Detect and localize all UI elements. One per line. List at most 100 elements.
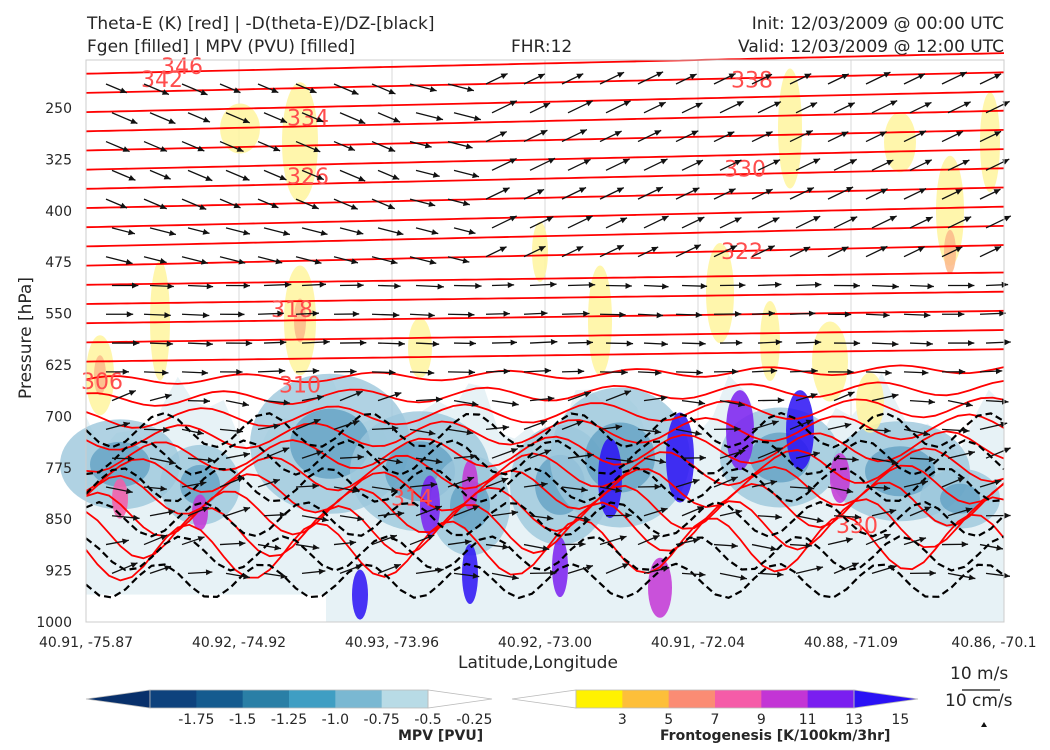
wind-arrow-head — [660, 395, 668, 402]
wind-arrow-head — [540, 130, 548, 136]
wind-arrow-head — [544, 449, 552, 456]
wind-arrow-head — [619, 535, 627, 542]
wind-arrow-head — [502, 187, 510, 194]
wind-arrow-head — [197, 429, 204, 436]
wind-arrow-head — [772, 217, 780, 223]
fgen-blob — [980, 92, 1000, 193]
wind-arrow-head — [277, 310, 284, 317]
wind-arrow-head — [892, 341, 899, 347]
wind-arrow-head — [777, 397, 785, 404]
wind-arrow-head — [316, 174, 324, 180]
wind-arrow-head — [472, 505, 480, 511]
wind-arrow-head — [917, 73, 925, 80]
mpv-segment — [196, 690, 244, 708]
fgen-blob — [588, 265, 612, 376]
wind-arrow-head — [284, 281, 292, 288]
wind-arrow-head — [352, 487, 359, 494]
mpv-tick-label: -1.0 — [322, 712, 349, 728]
wind-arrow-head — [581, 486, 588, 493]
wind-arrow-head — [652, 535, 660, 541]
wind-arrow-head — [816, 517, 824, 523]
wind-arrow-head — [621, 369, 628, 376]
y-tick-label: 475 — [45, 255, 72, 271]
x-tick-label: 40.88, -71.09 — [804, 635, 898, 651]
wind-arrow-head — [427, 369, 435, 376]
wind-arrow-head — [662, 283, 669, 290]
wind-arrow-head — [765, 189, 773, 195]
theta-e-line — [85, 513, 1005, 582]
theta-e-line — [85, 205, 1005, 229]
wind-arrow-head — [470, 453, 477, 460]
wind-arrow-head — [854, 514, 862, 520]
wind-arrow-head — [734, 217, 742, 223]
fgen-blob — [812, 321, 848, 402]
wind-arrow-head — [995, 368, 1003, 375]
wind-arrow-head — [658, 102, 666, 108]
wind-arrow-head — [696, 369, 703, 376]
wind-arrow-head — [236, 146, 244, 152]
wind-arrow-head — [879, 131, 887, 137]
wind-arrow-head — [619, 311, 626, 318]
wind-arrow-head — [388, 146, 396, 152]
wind-arrow-head — [968, 282, 975, 289]
wind-arrow-head — [957, 477, 965, 483]
wind-arrow-head — [168, 118, 176, 124]
wind-arrow-head — [357, 282, 364, 289]
wind-arrow-head — [119, 87, 127, 94]
mpv-colorbar-label: MPV [PVU] — [398, 728, 484, 744]
wind-arrow-head — [467, 476, 475, 483]
wind-arrow-head — [924, 506, 932, 513]
wind-arrow-head — [509, 100, 517, 107]
wind-arrow-head — [499, 246, 507, 253]
wind-arrow-head — [122, 146, 130, 152]
wind-arrow-head — [395, 458, 403, 465]
wind-arrow-head — [660, 507, 668, 514]
wind-arrow-head — [312, 483, 319, 490]
wind-arrow-head — [309, 87, 317, 93]
fgen-blob — [648, 557, 672, 618]
wind-arrow-head — [160, 534, 168, 541]
wind-arrow-head — [311, 203, 319, 209]
wind-arrow-head — [392, 174, 400, 180]
wind-arrow-head — [699, 454, 706, 461]
wind-arrow-head — [994, 479, 1002, 486]
wind-arrow-head — [919, 536, 926, 543]
wind-arrow-head — [236, 369, 243, 375]
dtheta-dz-contours — [85, 411, 1005, 600]
wind-arrow-head — [202, 312, 210, 319]
wind-arrow-head — [278, 368, 286, 374]
theta-e-line — [85, 413, 1005, 451]
wind-arrow-head — [775, 281, 782, 288]
wind-arrow-head — [846, 187, 854, 193]
wind-arrow-head — [350, 204, 358, 210]
wind-arrow-head — [853, 282, 860, 289]
wind-arrow-head — [320, 230, 328, 236]
wind-arrow-head — [921, 479, 928, 486]
wind-arrow-head — [464, 539, 472, 546]
wind-arrow-head — [804, 73, 812, 80]
wind-arrow-head — [844, 311, 852, 318]
fgen-segment — [807, 690, 855, 708]
wind-arrow-head — [312, 310, 319, 317]
wind-arrow-head — [128, 175, 136, 181]
wind-arrow-head — [199, 480, 207, 487]
wind-arrow-head — [924, 159, 932, 166]
wind-arrow-head — [654, 483, 661, 490]
wind-arrow-head — [355, 391, 363, 397]
wind-arrow-head — [164, 312, 171, 319]
theta-e-line — [85, 167, 1005, 190]
mpv-segment — [381, 690, 429, 708]
wind-arrow-head — [849, 159, 857, 165]
wind-arrow-head — [543, 103, 551, 109]
wind-arrow-head — [501, 477, 509, 484]
wind-arrow-head — [430, 481, 438, 488]
wind-arrow-head — [466, 429, 474, 436]
plot-border — [85, 59, 1005, 623]
wind-arrow-head — [392, 312, 400, 318]
wind-arrow-head — [465, 143, 473, 150]
wind-arrow-head — [813, 451, 820, 458]
fgen-tick-label: 3 — [618, 712, 627, 728]
fgen-blob — [282, 82, 318, 203]
x-axis-title: Latitude,Longitude — [458, 653, 618, 673]
fgen-outline — [575, 689, 855, 709]
